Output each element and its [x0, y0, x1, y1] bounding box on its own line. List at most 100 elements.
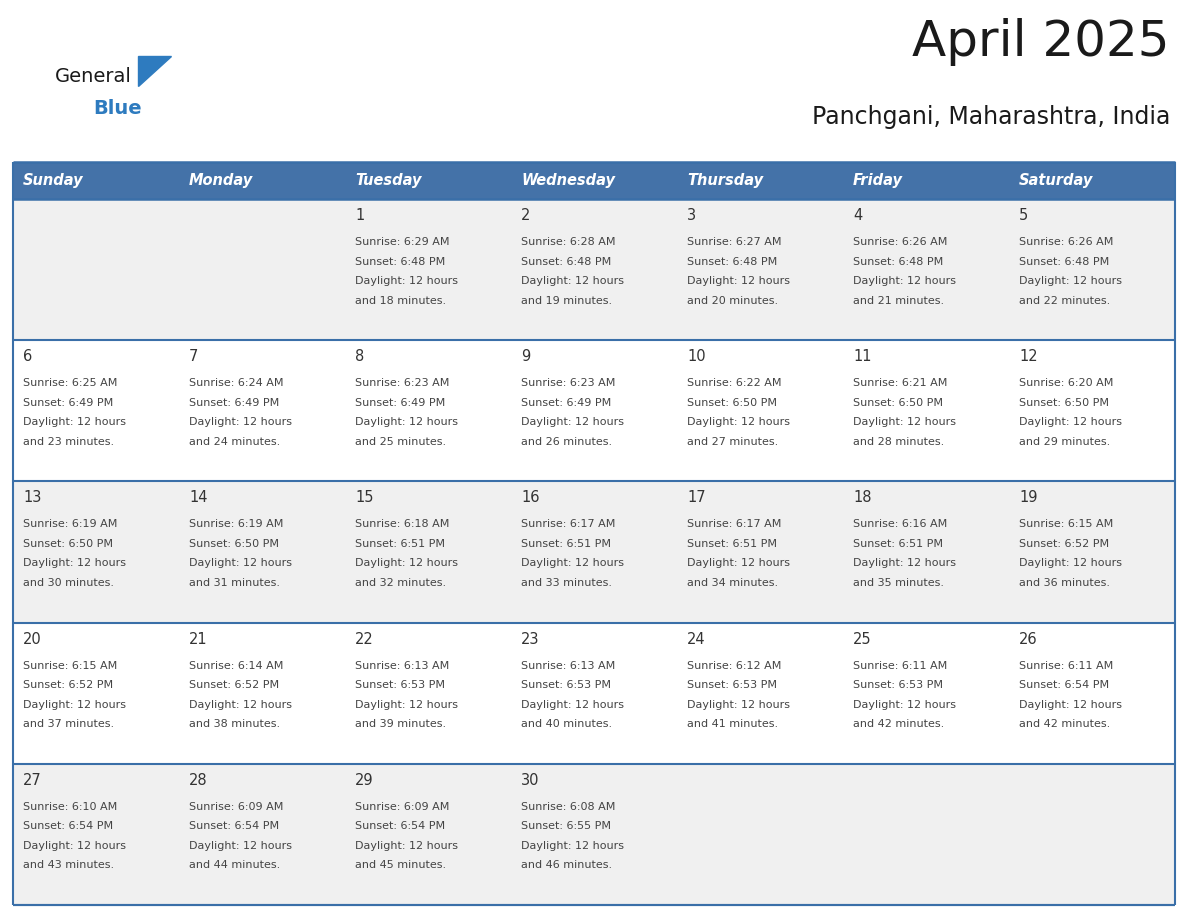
Text: Daylight: 12 hours: Daylight: 12 hours	[687, 558, 790, 568]
Text: and 30 minutes.: and 30 minutes.	[23, 578, 114, 588]
Text: Sunset: 6:49 PM: Sunset: 6:49 PM	[355, 397, 446, 408]
Text: and 36 minutes.: and 36 minutes.	[1019, 578, 1110, 588]
Text: Sunset: 6:50 PM: Sunset: 6:50 PM	[687, 397, 777, 408]
Text: April 2025: April 2025	[912, 18, 1170, 66]
Text: Sunrise: 6:17 AM: Sunrise: 6:17 AM	[687, 520, 782, 530]
Text: and 26 minutes.: and 26 minutes.	[522, 437, 612, 447]
Bar	[13, 622, 1175, 764]
Text: and 35 minutes.: and 35 minutes.	[853, 578, 944, 588]
Text: Sunset: 6:48 PM: Sunset: 6:48 PM	[1019, 256, 1110, 266]
Bar	[345, 162, 511, 199]
Text: Tuesday: Tuesday	[355, 173, 422, 188]
Text: Daylight: 12 hours: Daylight: 12 hours	[1019, 276, 1121, 286]
Text: Sunrise: 6:18 AM: Sunrise: 6:18 AM	[355, 520, 449, 530]
Text: Sunset: 6:51 PM: Sunset: 6:51 PM	[687, 539, 777, 549]
Text: 19: 19	[1019, 490, 1037, 506]
Text: 13: 13	[23, 490, 42, 506]
Bar	[179, 162, 345, 199]
Text: Sunset: 6:53 PM: Sunset: 6:53 PM	[522, 680, 611, 690]
Text: 16: 16	[522, 490, 539, 506]
Text: and 39 minutes.: and 39 minutes.	[355, 719, 447, 729]
Text: Sunset: 6:48 PM: Sunset: 6:48 PM	[522, 256, 612, 266]
Text: and 37 minutes.: and 37 minutes.	[23, 719, 114, 729]
Text: and 18 minutes.: and 18 minutes.	[355, 296, 447, 306]
Text: Sunrise: 6:21 AM: Sunrise: 6:21 AM	[853, 378, 947, 388]
Text: Sunrise: 6:09 AM: Sunrise: 6:09 AM	[189, 801, 284, 812]
Text: 9: 9	[522, 349, 530, 364]
Text: 24: 24	[687, 632, 706, 646]
Text: and 28 minutes.: and 28 minutes.	[853, 437, 944, 447]
Text: Daylight: 12 hours: Daylight: 12 hours	[189, 841, 292, 851]
Text: Sunrise: 6:15 AM: Sunrise: 6:15 AM	[23, 661, 118, 671]
Text: 11: 11	[853, 349, 872, 364]
Text: Sunrise: 6:27 AM: Sunrise: 6:27 AM	[687, 237, 782, 247]
Text: Sunset: 6:51 PM: Sunset: 6:51 PM	[355, 539, 446, 549]
Text: and 33 minutes.: and 33 minutes.	[522, 578, 612, 588]
Text: 2: 2	[522, 208, 530, 223]
Text: Daylight: 12 hours: Daylight: 12 hours	[522, 276, 624, 286]
Text: Sunset: 6:51 PM: Sunset: 6:51 PM	[853, 539, 943, 549]
Text: 25: 25	[853, 632, 872, 646]
Text: Blue: Blue	[93, 99, 141, 118]
Text: Daylight: 12 hours: Daylight: 12 hours	[189, 558, 292, 568]
Text: Sunrise: 6:20 AM: Sunrise: 6:20 AM	[1019, 378, 1113, 388]
Text: 22: 22	[355, 632, 374, 646]
Text: Sunset: 6:49 PM: Sunset: 6:49 PM	[522, 397, 612, 408]
Text: Sunset: 6:54 PM: Sunset: 6:54 PM	[23, 822, 113, 832]
Text: Sunday: Sunday	[23, 173, 83, 188]
Text: Sunset: 6:54 PM: Sunset: 6:54 PM	[189, 822, 279, 832]
Text: Monday: Monday	[189, 173, 253, 188]
Text: 1: 1	[355, 208, 365, 223]
Text: and 41 minutes.: and 41 minutes.	[687, 719, 778, 729]
Text: 14: 14	[189, 490, 208, 506]
Text: and 31 minutes.: and 31 minutes.	[189, 578, 280, 588]
Text: 26: 26	[1019, 632, 1037, 646]
Text: Daylight: 12 hours: Daylight: 12 hours	[189, 700, 292, 710]
Text: Daylight: 12 hours: Daylight: 12 hours	[355, 700, 459, 710]
Text: Thursday: Thursday	[687, 173, 763, 188]
Text: 5: 5	[1019, 208, 1029, 223]
Text: 3: 3	[687, 208, 696, 223]
Text: Sunrise: 6:10 AM: Sunrise: 6:10 AM	[23, 801, 118, 812]
Text: Sunrise: 6:16 AM: Sunrise: 6:16 AM	[853, 520, 947, 530]
Text: Sunrise: 6:26 AM: Sunrise: 6:26 AM	[1019, 237, 1113, 247]
Text: and 25 minutes.: and 25 minutes.	[355, 437, 447, 447]
Text: Daylight: 12 hours: Daylight: 12 hours	[355, 276, 459, 286]
Text: 6: 6	[23, 349, 32, 364]
Text: Daylight: 12 hours: Daylight: 12 hours	[1019, 700, 1121, 710]
Text: and 45 minutes.: and 45 minutes.	[355, 860, 447, 870]
Text: 17: 17	[687, 490, 706, 506]
Text: General: General	[55, 67, 132, 86]
Text: and 42 minutes.: and 42 minutes.	[853, 719, 944, 729]
Text: and 32 minutes.: and 32 minutes.	[355, 578, 447, 588]
Text: Daylight: 12 hours: Daylight: 12 hours	[853, 417, 956, 427]
Text: 27: 27	[23, 773, 42, 788]
Text: 23: 23	[522, 632, 539, 646]
Bar	[843, 162, 1009, 199]
Text: and 24 minutes.: and 24 minutes.	[189, 437, 280, 447]
Bar	[13, 341, 1175, 481]
Text: Sunset: 6:54 PM: Sunset: 6:54 PM	[355, 822, 446, 832]
Text: Sunrise: 6:13 AM: Sunrise: 6:13 AM	[522, 661, 615, 671]
Text: Sunrise: 6:26 AM: Sunrise: 6:26 AM	[853, 237, 947, 247]
Text: Sunrise: 6:14 AM: Sunrise: 6:14 AM	[189, 661, 284, 671]
Text: Sunrise: 6:28 AM: Sunrise: 6:28 AM	[522, 237, 615, 247]
Text: Daylight: 12 hours: Daylight: 12 hours	[522, 700, 624, 710]
Text: and 43 minutes.: and 43 minutes.	[23, 860, 114, 870]
Text: Sunset: 6:50 PM: Sunset: 6:50 PM	[1019, 397, 1110, 408]
Bar	[13, 481, 1175, 622]
Text: 28: 28	[189, 773, 208, 788]
Text: and 29 minutes.: and 29 minutes.	[1019, 437, 1111, 447]
Text: Sunset: 6:52 PM: Sunset: 6:52 PM	[1019, 539, 1110, 549]
Text: and 40 minutes.: and 40 minutes.	[522, 719, 612, 729]
Text: Daylight: 12 hours: Daylight: 12 hours	[23, 700, 126, 710]
Bar	[677, 162, 843, 199]
Text: and 27 minutes.: and 27 minutes.	[687, 437, 778, 447]
Text: Sunrise: 6:15 AM: Sunrise: 6:15 AM	[1019, 520, 1113, 530]
Text: Wednesday: Wednesday	[522, 173, 615, 188]
Text: Sunrise: 6:13 AM: Sunrise: 6:13 AM	[355, 661, 449, 671]
Text: Sunrise: 6:24 AM: Sunrise: 6:24 AM	[189, 378, 284, 388]
Polygon shape	[138, 56, 171, 86]
Text: Sunset: 6:50 PM: Sunset: 6:50 PM	[189, 539, 279, 549]
Text: Daylight: 12 hours: Daylight: 12 hours	[23, 417, 126, 427]
